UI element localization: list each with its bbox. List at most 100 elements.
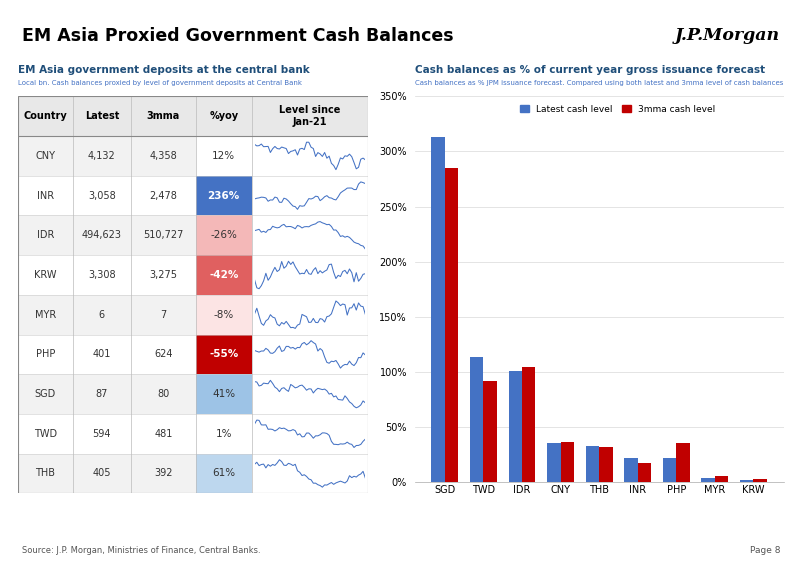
Bar bbox=[638, 463, 651, 482]
Text: 2,478: 2,478 bbox=[149, 191, 177, 201]
Text: 510,727: 510,727 bbox=[143, 230, 184, 240]
Text: TWD: TWD bbox=[34, 429, 57, 439]
Text: %yoy: %yoy bbox=[209, 111, 238, 121]
Text: INR: INR bbox=[37, 191, 54, 201]
Bar bbox=[252, 215, 368, 255]
Text: -42%: -42% bbox=[209, 270, 238, 280]
Bar bbox=[599, 447, 613, 482]
Text: 594: 594 bbox=[93, 429, 111, 439]
Text: 236%: 236% bbox=[208, 191, 240, 201]
Bar bbox=[73, 374, 131, 414]
Bar bbox=[715, 476, 728, 482]
Text: -8%: -8% bbox=[213, 310, 234, 320]
Bar bbox=[753, 479, 767, 482]
Bar bbox=[196, 374, 252, 414]
Text: Cash balances as % JPM issuance forecast. Compared using both latest and 3mma le: Cash balances as % JPM issuance forecast… bbox=[415, 80, 783, 86]
Bar bbox=[73, 335, 131, 374]
Bar bbox=[18, 295, 73, 335]
Text: 4,132: 4,132 bbox=[88, 151, 115, 161]
Bar bbox=[522, 367, 536, 482]
Bar bbox=[196, 176, 252, 215]
Text: Level since
Jan-21: Level since Jan-21 bbox=[279, 105, 341, 128]
Text: Country: Country bbox=[23, 111, 67, 121]
Text: IDR: IDR bbox=[37, 230, 54, 240]
Bar bbox=[585, 446, 599, 482]
Bar bbox=[196, 414, 252, 454]
Text: 624: 624 bbox=[154, 349, 172, 359]
Bar bbox=[73, 136, 131, 176]
Text: Latest: Latest bbox=[85, 111, 119, 121]
Bar bbox=[196, 295, 252, 335]
Text: Page 8: Page 8 bbox=[750, 545, 780, 555]
Bar bbox=[18, 136, 73, 176]
Text: SGD: SGD bbox=[34, 389, 56, 399]
Text: PHP: PHP bbox=[35, 349, 55, 359]
Text: 494,623: 494,623 bbox=[82, 230, 122, 240]
Bar bbox=[252, 454, 368, 493]
Text: 392: 392 bbox=[154, 468, 172, 479]
Bar bbox=[739, 480, 753, 482]
Bar bbox=[662, 458, 676, 482]
Text: 405: 405 bbox=[93, 468, 111, 479]
Bar bbox=[18, 335, 73, 374]
Text: 7: 7 bbox=[160, 310, 166, 320]
Bar bbox=[73, 295, 131, 335]
Bar bbox=[196, 335, 252, 374]
Text: Local bn. Cash balances proxied by level of government deposits at Central Bank: Local bn. Cash balances proxied by level… bbox=[18, 80, 302, 86]
Text: Source: J.P. Morgan, Ministries of Finance, Central Banks.: Source: J.P. Morgan, Ministries of Finan… bbox=[22, 545, 261, 555]
Text: CNY: CNY bbox=[35, 151, 55, 161]
Bar bbox=[73, 414, 131, 454]
Bar bbox=[18, 96, 368, 136]
Bar bbox=[18, 454, 73, 493]
Bar bbox=[18, 374, 73, 414]
Text: KRW: KRW bbox=[34, 270, 57, 280]
Bar bbox=[676, 443, 690, 482]
Bar bbox=[73, 255, 131, 295]
Bar bbox=[252, 255, 368, 295]
Bar bbox=[131, 454, 196, 493]
Bar bbox=[484, 380, 497, 482]
Bar bbox=[131, 335, 196, 374]
Bar bbox=[18, 255, 73, 295]
Bar bbox=[196, 136, 252, 176]
Bar bbox=[131, 414, 196, 454]
Bar bbox=[252, 374, 368, 414]
Bar bbox=[252, 136, 368, 176]
Bar bbox=[252, 176, 368, 215]
Bar bbox=[252, 414, 368, 454]
Bar bbox=[252, 295, 368, 335]
Bar bbox=[561, 442, 574, 482]
Text: 12%: 12% bbox=[213, 151, 235, 161]
Text: 3,308: 3,308 bbox=[88, 270, 115, 280]
Text: 87: 87 bbox=[95, 389, 108, 399]
Bar bbox=[196, 215, 252, 255]
Text: 3mma: 3mma bbox=[147, 111, 180, 121]
Text: 481: 481 bbox=[154, 429, 172, 439]
Bar bbox=[73, 215, 131, 255]
Bar bbox=[18, 215, 73, 255]
Bar bbox=[131, 295, 196, 335]
Text: 1%: 1% bbox=[216, 429, 232, 439]
Bar bbox=[18, 176, 73, 215]
Bar bbox=[131, 255, 196, 295]
Bar bbox=[73, 176, 131, 215]
Text: 4,358: 4,358 bbox=[149, 151, 177, 161]
Legend: Latest cash level, 3mma cash level: Latest cash level, 3mma cash level bbox=[516, 101, 719, 117]
Text: 61%: 61% bbox=[213, 468, 235, 479]
Text: 3,058: 3,058 bbox=[88, 191, 115, 201]
Text: 401: 401 bbox=[93, 349, 111, 359]
Bar bbox=[131, 374, 196, 414]
Text: MYR: MYR bbox=[34, 310, 56, 320]
Bar bbox=[701, 477, 715, 482]
Text: 3,275: 3,275 bbox=[149, 270, 177, 280]
Bar bbox=[445, 168, 459, 482]
Bar bbox=[131, 176, 196, 215]
Text: EM Asia Proxied Government Cash Balances: EM Asia Proxied Government Cash Balances bbox=[22, 27, 453, 45]
Text: Cash balances as % of current year gross issuance forecast: Cash balances as % of current year gross… bbox=[415, 65, 765, 75]
Text: J.P.Morgan: J.P.Morgan bbox=[675, 27, 780, 44]
Bar bbox=[624, 458, 638, 482]
Bar bbox=[431, 137, 445, 482]
Bar bbox=[196, 454, 252, 493]
Bar bbox=[131, 136, 196, 176]
Bar bbox=[131, 215, 196, 255]
